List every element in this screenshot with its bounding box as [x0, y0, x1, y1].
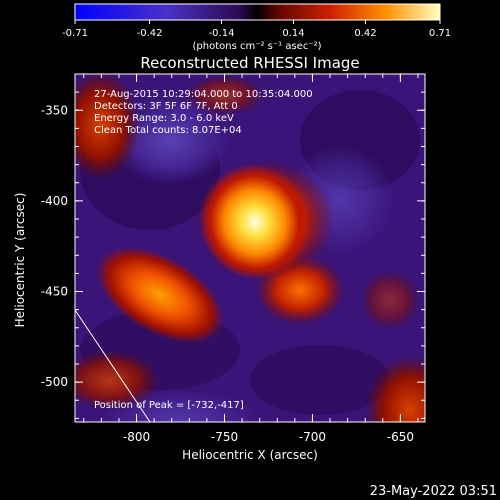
colorbar-tick-label: -0.14 [209, 28, 235, 39]
x-tick-label: -800 [123, 430, 150, 444]
peak-position-label: Position of Peak = [-732,-417] [94, 400, 244, 411]
colorbar-tick-label: 0.42 [354, 28, 376, 39]
heatmap-image [75, 74, 425, 422]
y-tick-label: -500 [41, 375, 68, 389]
y-axis-label: Heliocentric Y (arcsec) [13, 193, 27, 328]
y-tick-label: -350 [41, 103, 68, 117]
annotation-time: 27-Aug-2015 10:29:04.000 to 10:35:04.000 [94, 89, 313, 100]
limb-line [74, 309, 151, 423]
colorbar-tick-label: -0.42 [137, 28, 163, 39]
annotation-counts: Clean Total counts: 8.07E+04 [94, 125, 242, 136]
y-tick-label: -450 [41, 285, 68, 299]
colorbar-tick-label: 0.71 [429, 28, 451, 39]
plot-frame [74, 73, 426, 423]
colorbar [74, 3, 441, 21]
annotation-energy: Energy Range: 3.0 - 6.0 keV [94, 113, 234, 124]
annotation-detectors: Detectors: 3F 5F 6F 7F, Att 0 [94, 101, 238, 112]
colorbar-unit-label: (photons cm⁻² s⁻¹ asec⁻²) [192, 41, 321, 52]
chart-title: Reconstructed RHESSI Image [140, 54, 359, 72]
x-tick-label: -750 [211, 430, 238, 444]
x-tick-label: -650 [387, 430, 414, 444]
colorbar-tick-label: 0.14 [282, 28, 304, 39]
y-tick-label: -400 [41, 194, 68, 208]
x-tick-label: -700 [299, 430, 326, 444]
colorbar-tick-label: -0.71 [62, 28, 88, 39]
timestamp: 23-May-2022 03:51 [370, 484, 497, 499]
x-axis-label: Heliocentric X (arcsec) [182, 448, 318, 462]
